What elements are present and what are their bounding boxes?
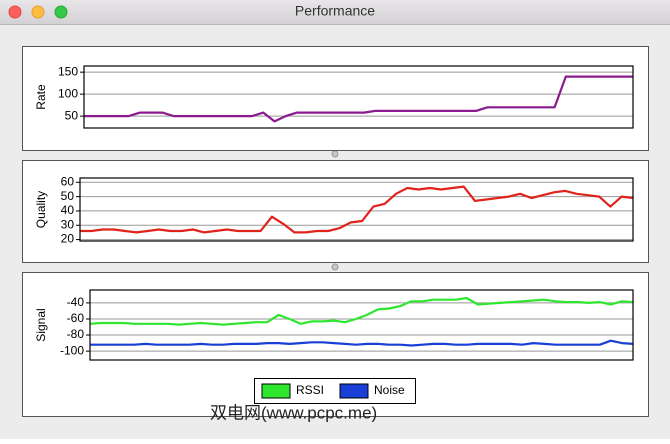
split-handle[interactable]: [331, 150, 339, 158]
y-tick-label: -100: [60, 343, 84, 357]
y-tick-label: 30: [61, 217, 75, 231]
plot-frame: [83, 65, 634, 129]
y-tick-label: 50: [65, 108, 79, 122]
data-line: [80, 185, 634, 234]
y-tick-label: -80: [67, 327, 85, 341]
legend-swatch: [339, 383, 369, 399]
y-tick-label: 40: [61, 203, 75, 217]
legend-label: Noise: [374, 383, 405, 397]
y-tick-label: 60: [61, 174, 75, 188]
y-axis-label: Signal: [34, 308, 48, 341]
plot-frame: [89, 289, 634, 361]
y-axis-label: Rate: [34, 84, 48, 110]
y-tick-label: 150: [58, 64, 78, 78]
data-line: [90, 339, 634, 347]
watermark: 双电网(www.pcpc.me): [210, 403, 377, 422]
split-handle[interactable]: [331, 263, 339, 271]
panel: [22, 46, 649, 151]
y-axis-label: Quality: [34, 191, 48, 228]
y-tick-label: -40: [67, 295, 85, 309]
panel: [22, 160, 649, 263]
y-tick-label: 100: [58, 86, 78, 100]
title-bar: [0, 0, 670, 24]
y-tick-label: -60: [67, 311, 85, 325]
data-line: [89, 296, 634, 326]
y-tick-label: 50: [61, 189, 75, 203]
plot-frame: [79, 177, 634, 242]
zoom-button[interactable]: [54, 5, 68, 19]
data-line: [84, 75, 633, 123]
legend-swatch: [261, 383, 291, 399]
legend-label: RSSI: [296, 383, 324, 397]
minimize-button[interactable]: [31, 5, 45, 19]
y-tick-label: 20: [61, 232, 75, 246]
window-title: Performance: [295, 3, 375, 19]
close-button[interactable]: [8, 5, 22, 19]
